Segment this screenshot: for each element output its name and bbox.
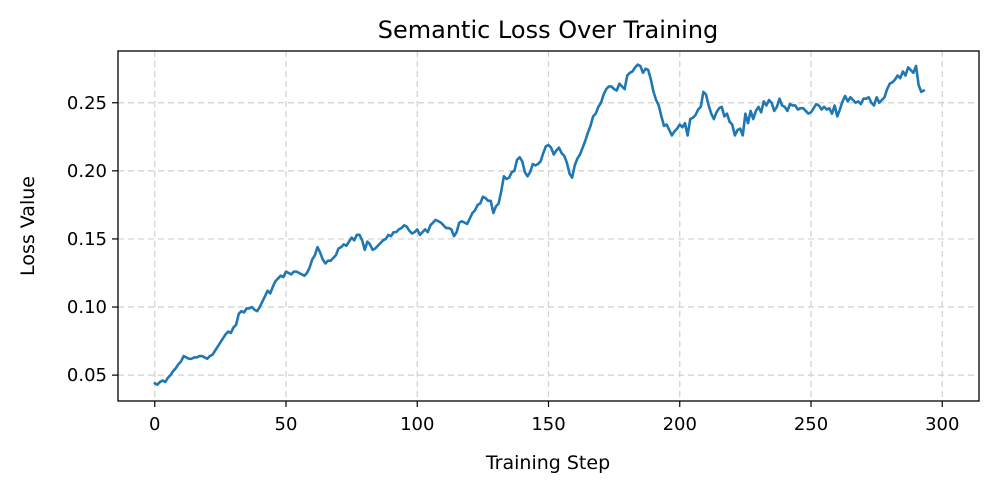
x-tick-label: 100 bbox=[400, 414, 434, 435]
series-line bbox=[153, 63, 926, 386]
ticks: 0 50 100 150 200 250 300 0.05 0.10 0.15 0.20 0.25 bbox=[67, 93, 960, 435]
y-tick-label: 0.25 bbox=[67, 93, 107, 114]
x-tick-label: 250 bbox=[794, 414, 828, 435]
y-axis-label: Loss Value bbox=[17, 176, 39, 276]
y-tick-label: 0.20 bbox=[67, 161, 107, 182]
grid bbox=[118, 51, 979, 401]
y-tick-label: 0.10 bbox=[67, 297, 107, 318]
x-axis-label: Training Step bbox=[485, 452, 610, 474]
x-tick-label: 300 bbox=[925, 414, 959, 435]
x-tick-label: 150 bbox=[531, 414, 565, 435]
chart-title: Semantic Loss Over Training bbox=[378, 16, 719, 44]
y-tick-label: 0.15 bbox=[67, 229, 107, 250]
x-tick-label: 50 bbox=[275, 414, 298, 435]
x-tick-label: 200 bbox=[663, 414, 697, 435]
y-tick-label: 0.05 bbox=[67, 365, 107, 386]
x-tick-label: 0 bbox=[149, 414, 160, 435]
